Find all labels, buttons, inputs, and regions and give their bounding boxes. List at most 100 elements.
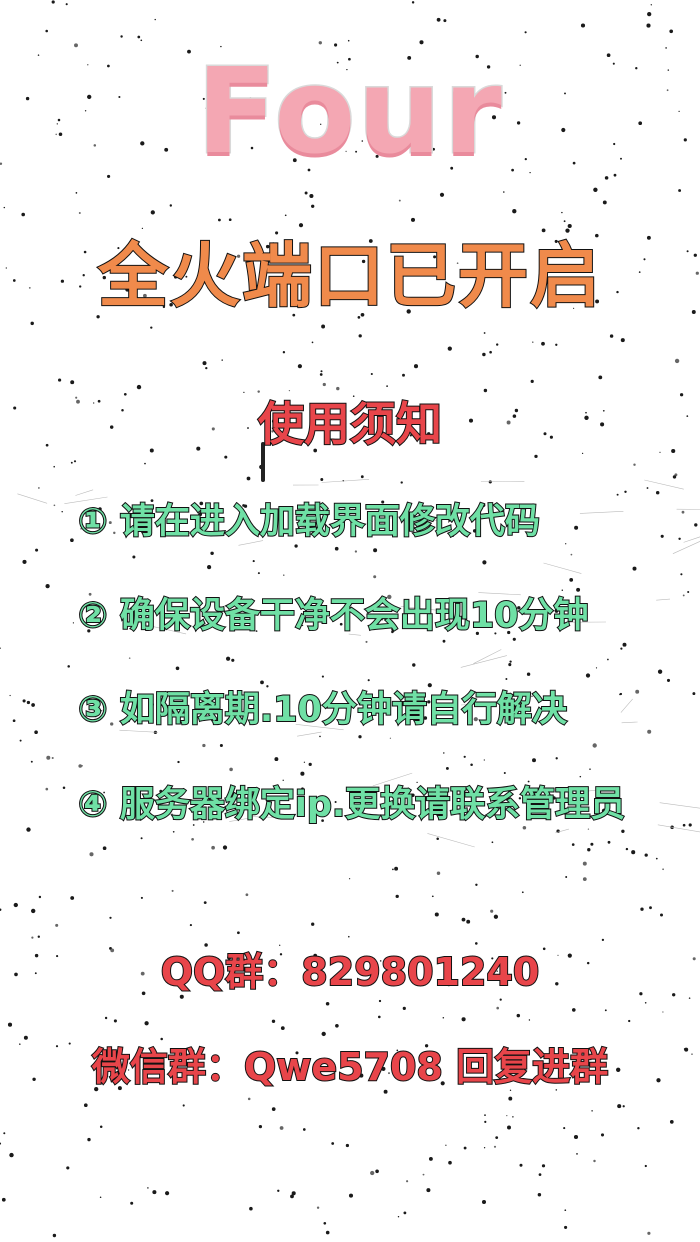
- speckle-dot: [436, 871, 441, 875]
- speckle-dot: [620, 647, 623, 650]
- speckle-dot: [508, 663, 512, 667]
- speckle-dot: [219, 743, 223, 748]
- speckle-dot: [177, 760, 180, 764]
- speckle-dot: [46, 755, 51, 760]
- speckle-dot: [397, 1215, 400, 1218]
- speckle-dot: [247, 1097, 251, 1101]
- speckle-dot: [402, 373, 405, 377]
- speckle-dot: [31, 936, 34, 939]
- speckle-dot: [512, 1116, 514, 1118]
- speckle-dot: [489, 350, 492, 354]
- speckle-dot: [496, 343, 499, 346]
- speckle-dot: [688, 823, 692, 827]
- speckle-dot: [348, 1193, 354, 1198]
- speckle-dot: [277, 1189, 280, 1192]
- speckle-dot: [669, 29, 674, 34]
- speckle-dot: [631, 850, 636, 855]
- speckle-dot: [428, 1156, 433, 1161]
- speckle-dot: [345, 1143, 350, 1148]
- speckle-dot: [621, 829, 625, 833]
- speckle-dot: [655, 490, 660, 495]
- speckle-dot: [442, 1017, 445, 1019]
- speckle-dot: [130, 1201, 134, 1205]
- speckle-dot: [561, 211, 563, 214]
- speckle-dot: [331, 1142, 335, 1145]
- speckle-dot: [257, 572, 260, 575]
- speckle-dot: [496, 1006, 499, 1010]
- speckle-dot: [528, 1019, 531, 1021]
- speckle-dot: [152, 1190, 157, 1195]
- rule-item-1: ① 请在进入加载界面修改代码: [77, 501, 541, 543]
- speckle-dot: [45, 583, 50, 589]
- speckle-dot: [490, 909, 494, 913]
- scratch-line: [672, 541, 700, 554]
- speckle-dot: [532, 758, 536, 763]
- speckle-dot: [541, 341, 545, 346]
- speckle-dot: [30, 321, 34, 326]
- speckle-dot: [503, 191, 505, 193]
- speckle-dot: [694, 523, 698, 527]
- speckle-dot: [571, 1008, 576, 1012]
- speckle-dot: [519, 1163, 523, 1167]
- speckle-dot: [555, 757, 558, 760]
- scratch-line: [17, 493, 48, 504]
- speckle-dot: [483, 759, 485, 761]
- scratch-line: [427, 833, 475, 848]
- speckle-dot: [78, 764, 82, 768]
- speckle-dot: [570, 553, 573, 556]
- speckle-dot: [493, 914, 499, 919]
- speckle-dot: [590, 842, 594, 846]
- rule-item-4: ④ 服务器绑定ip.更换请联系管理员: [77, 784, 626, 826]
- speckle-dot: [53, 465, 55, 468]
- speckle-dot: [576, 1153, 578, 1155]
- speckle-dot: [512, 637, 516, 641]
- speckle-dot: [443, 19, 447, 23]
- speckle-dot: [662, 868, 664, 871]
- speckle-dot: [602, 200, 607, 205]
- speckle-dot: [150, 210, 155, 215]
- speckle-dot: [354, 550, 358, 553]
- speckle-dot: [61, 510, 63, 513]
- speckle-dot: [582, 861, 587, 866]
- scratch-line: [621, 721, 638, 724]
- speckle-dot: [532, 341, 534, 343]
- speckle-dot: [78, 212, 81, 214]
- speckle-dot: [680, 573, 683, 576]
- speckle-dot: [482, 560, 487, 565]
- logo-text: Four: [195, 41, 504, 182]
- speckle-dot: [35, 548, 39, 552]
- speckle-dot: [22, 699, 26, 703]
- speckle-dot: [224, 455, 228, 459]
- speckle-dot: [493, 1145, 497, 1148]
- speckle-dot: [402, 1006, 406, 1011]
- speckle-dot: [297, 364, 302, 369]
- speckle-dot: [81, 765, 83, 767]
- speckle-dot: [31, 908, 36, 914]
- speckle-dot: [172, 830, 175, 833]
- speckle-dot: [619, 693, 621, 696]
- speckle-dot: [113, 1019, 117, 1023]
- speckle-dot: [9, 694, 11, 697]
- speckle-dot: [311, 922, 315, 926]
- speckle-dot: [62, 786, 66, 789]
- speckle-dot: [509, 660, 512, 663]
- speckle-dot: [448, 1160, 452, 1165]
- speckle-dot: [681, 510, 685, 514]
- speckle-dot: [37, 935, 40, 938]
- speckle-dot: [537, 1193, 542, 1197]
- speckle-dot: [304, 191, 308, 195]
- speckle-dot: [682, 594, 685, 597]
- speckle-dot: [373, 575, 377, 579]
- speckle-dot: [171, 889, 174, 892]
- speckle-dot: [358, 334, 362, 338]
- speckle-dot: [45, 787, 49, 791]
- speckle-dot: [73, 460, 77, 463]
- speckle-dot: [445, 1144, 447, 1146]
- speckle-dot: [191, 837, 194, 841]
- speckle-dot: [205, 366, 208, 370]
- speckle-dot: [655, 857, 658, 860]
- speckle-dot: [600, 1133, 605, 1137]
- speckle-dot: [607, 658, 609, 661]
- speckle-dot: [413, 364, 419, 369]
- speckle-dot: [495, 1136, 499, 1139]
